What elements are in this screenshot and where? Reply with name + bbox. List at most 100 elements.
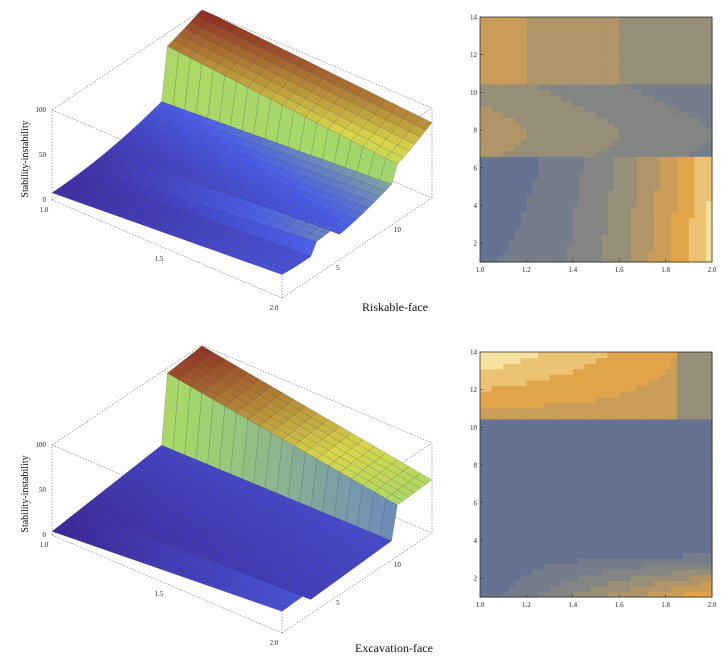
contour-cell <box>555 39 562 46</box>
contour-cell <box>601 424 609 431</box>
contour-cell <box>706 441 713 448</box>
contour-cell <box>607 234 614 241</box>
contour-cell <box>659 402 667 409</box>
contour-cell <box>654 558 661 565</box>
y-tick-label: 5 <box>336 599 340 607</box>
contour-cell <box>683 195 690 202</box>
contour-cell <box>607 178 614 185</box>
contour-cell <box>648 145 655 152</box>
contour-cell <box>514 546 522 554</box>
contour-cell <box>485 352 493 359</box>
contour-cell <box>607 468 614 476</box>
contour-cell <box>549 463 556 470</box>
contour-cell <box>555 156 562 163</box>
contour-cell <box>497 189 504 196</box>
contour-cell <box>555 234 562 241</box>
contour-cell <box>514 161 522 168</box>
contour-cell <box>532 558 539 565</box>
contour-cell <box>630 217 638 224</box>
contour-cell <box>625 535 632 542</box>
contour-cell <box>532 390 539 398</box>
contour-cell <box>509 223 516 230</box>
contour-cell <box>694 513 701 520</box>
contour-cell <box>596 172 603 180</box>
contour-cell <box>706 507 713 515</box>
contour-cell <box>642 396 649 403</box>
contour-cell <box>572 563 580 570</box>
contour-cell <box>543 67 551 74</box>
contour-cell <box>567 480 574 487</box>
contour-cell <box>514 429 522 437</box>
contour-cell <box>654 223 661 230</box>
contour-cell <box>694 161 701 168</box>
contour-cell <box>561 111 568 118</box>
contour-cell <box>578 33 585 40</box>
contour-cell <box>677 541 684 548</box>
contour-cell <box>491 111 498 118</box>
contour-cell <box>480 402 487 409</box>
contour-cell <box>619 67 626 74</box>
contour-cell <box>642 200 649 207</box>
contour-cell <box>520 457 527 464</box>
contour-cell <box>584 474 591 481</box>
contour-cell <box>677 89 684 96</box>
contour-cell <box>561 379 568 387</box>
contour-cell <box>491 172 498 180</box>
contour-cell <box>561 39 568 46</box>
contour-cell <box>630 507 638 515</box>
contour-cell <box>485 480 493 487</box>
contour-cell <box>543 44 551 52</box>
contour-cell <box>694 396 701 403</box>
contour-cell <box>520 374 527 381</box>
contour-cell <box>625 211 632 219</box>
contour-cell <box>543 352 551 359</box>
contour-cell <box>578 206 585 213</box>
contour-cell <box>683 413 690 420</box>
contour-cell <box>654 379 661 387</box>
contour-cell <box>601 150 609 157</box>
contour-cell <box>613 519 620 526</box>
contour-cell <box>596 435 603 442</box>
contour-cell <box>619 435 626 442</box>
contour-cell <box>590 122 597 129</box>
contour-cell <box>648 234 655 241</box>
contour-cell <box>503 72 510 79</box>
contour-cell <box>480 122 487 129</box>
contour-cell <box>688 94 696 102</box>
contour-cell <box>694 28 701 35</box>
contour-cell <box>671 591 678 598</box>
contour-cell <box>572 485 580 492</box>
contour-cell <box>514 195 522 202</box>
contour-cell <box>688 256 696 263</box>
contour-cell <box>584 379 591 387</box>
contour-cell <box>514 17 522 24</box>
contour-cell <box>706 374 713 381</box>
contour-cell <box>642 89 649 96</box>
contour-cell <box>503 217 510 224</box>
contour-cell <box>671 211 678 219</box>
contour-cell <box>596 396 603 403</box>
contour-cell <box>596 513 603 520</box>
contour-cell <box>665 39 672 46</box>
contour-cell <box>601 133 609 141</box>
contour-cell <box>700 234 707 241</box>
contour-cell <box>561 44 568 52</box>
contour-cell <box>694 452 701 459</box>
contour-cell <box>480 89 487 96</box>
contour-cell <box>665 150 672 157</box>
contour-cell <box>567 463 574 470</box>
contour-cell <box>526 195 533 202</box>
contour-cell <box>659 457 667 464</box>
contour-cell <box>613 22 620 29</box>
contour-cell <box>619 452 626 459</box>
contour-cell <box>514 379 522 387</box>
contour-cell <box>659 379 667 387</box>
contour-cell <box>561 396 568 403</box>
contour-cell <box>630 78 638 85</box>
contour-cell <box>625 78 632 85</box>
contour-cell <box>677 150 684 157</box>
contour-cell <box>596 106 603 113</box>
contour-cell <box>601 429 609 437</box>
contour-cell <box>578 67 585 74</box>
contour-cell <box>567 363 574 370</box>
